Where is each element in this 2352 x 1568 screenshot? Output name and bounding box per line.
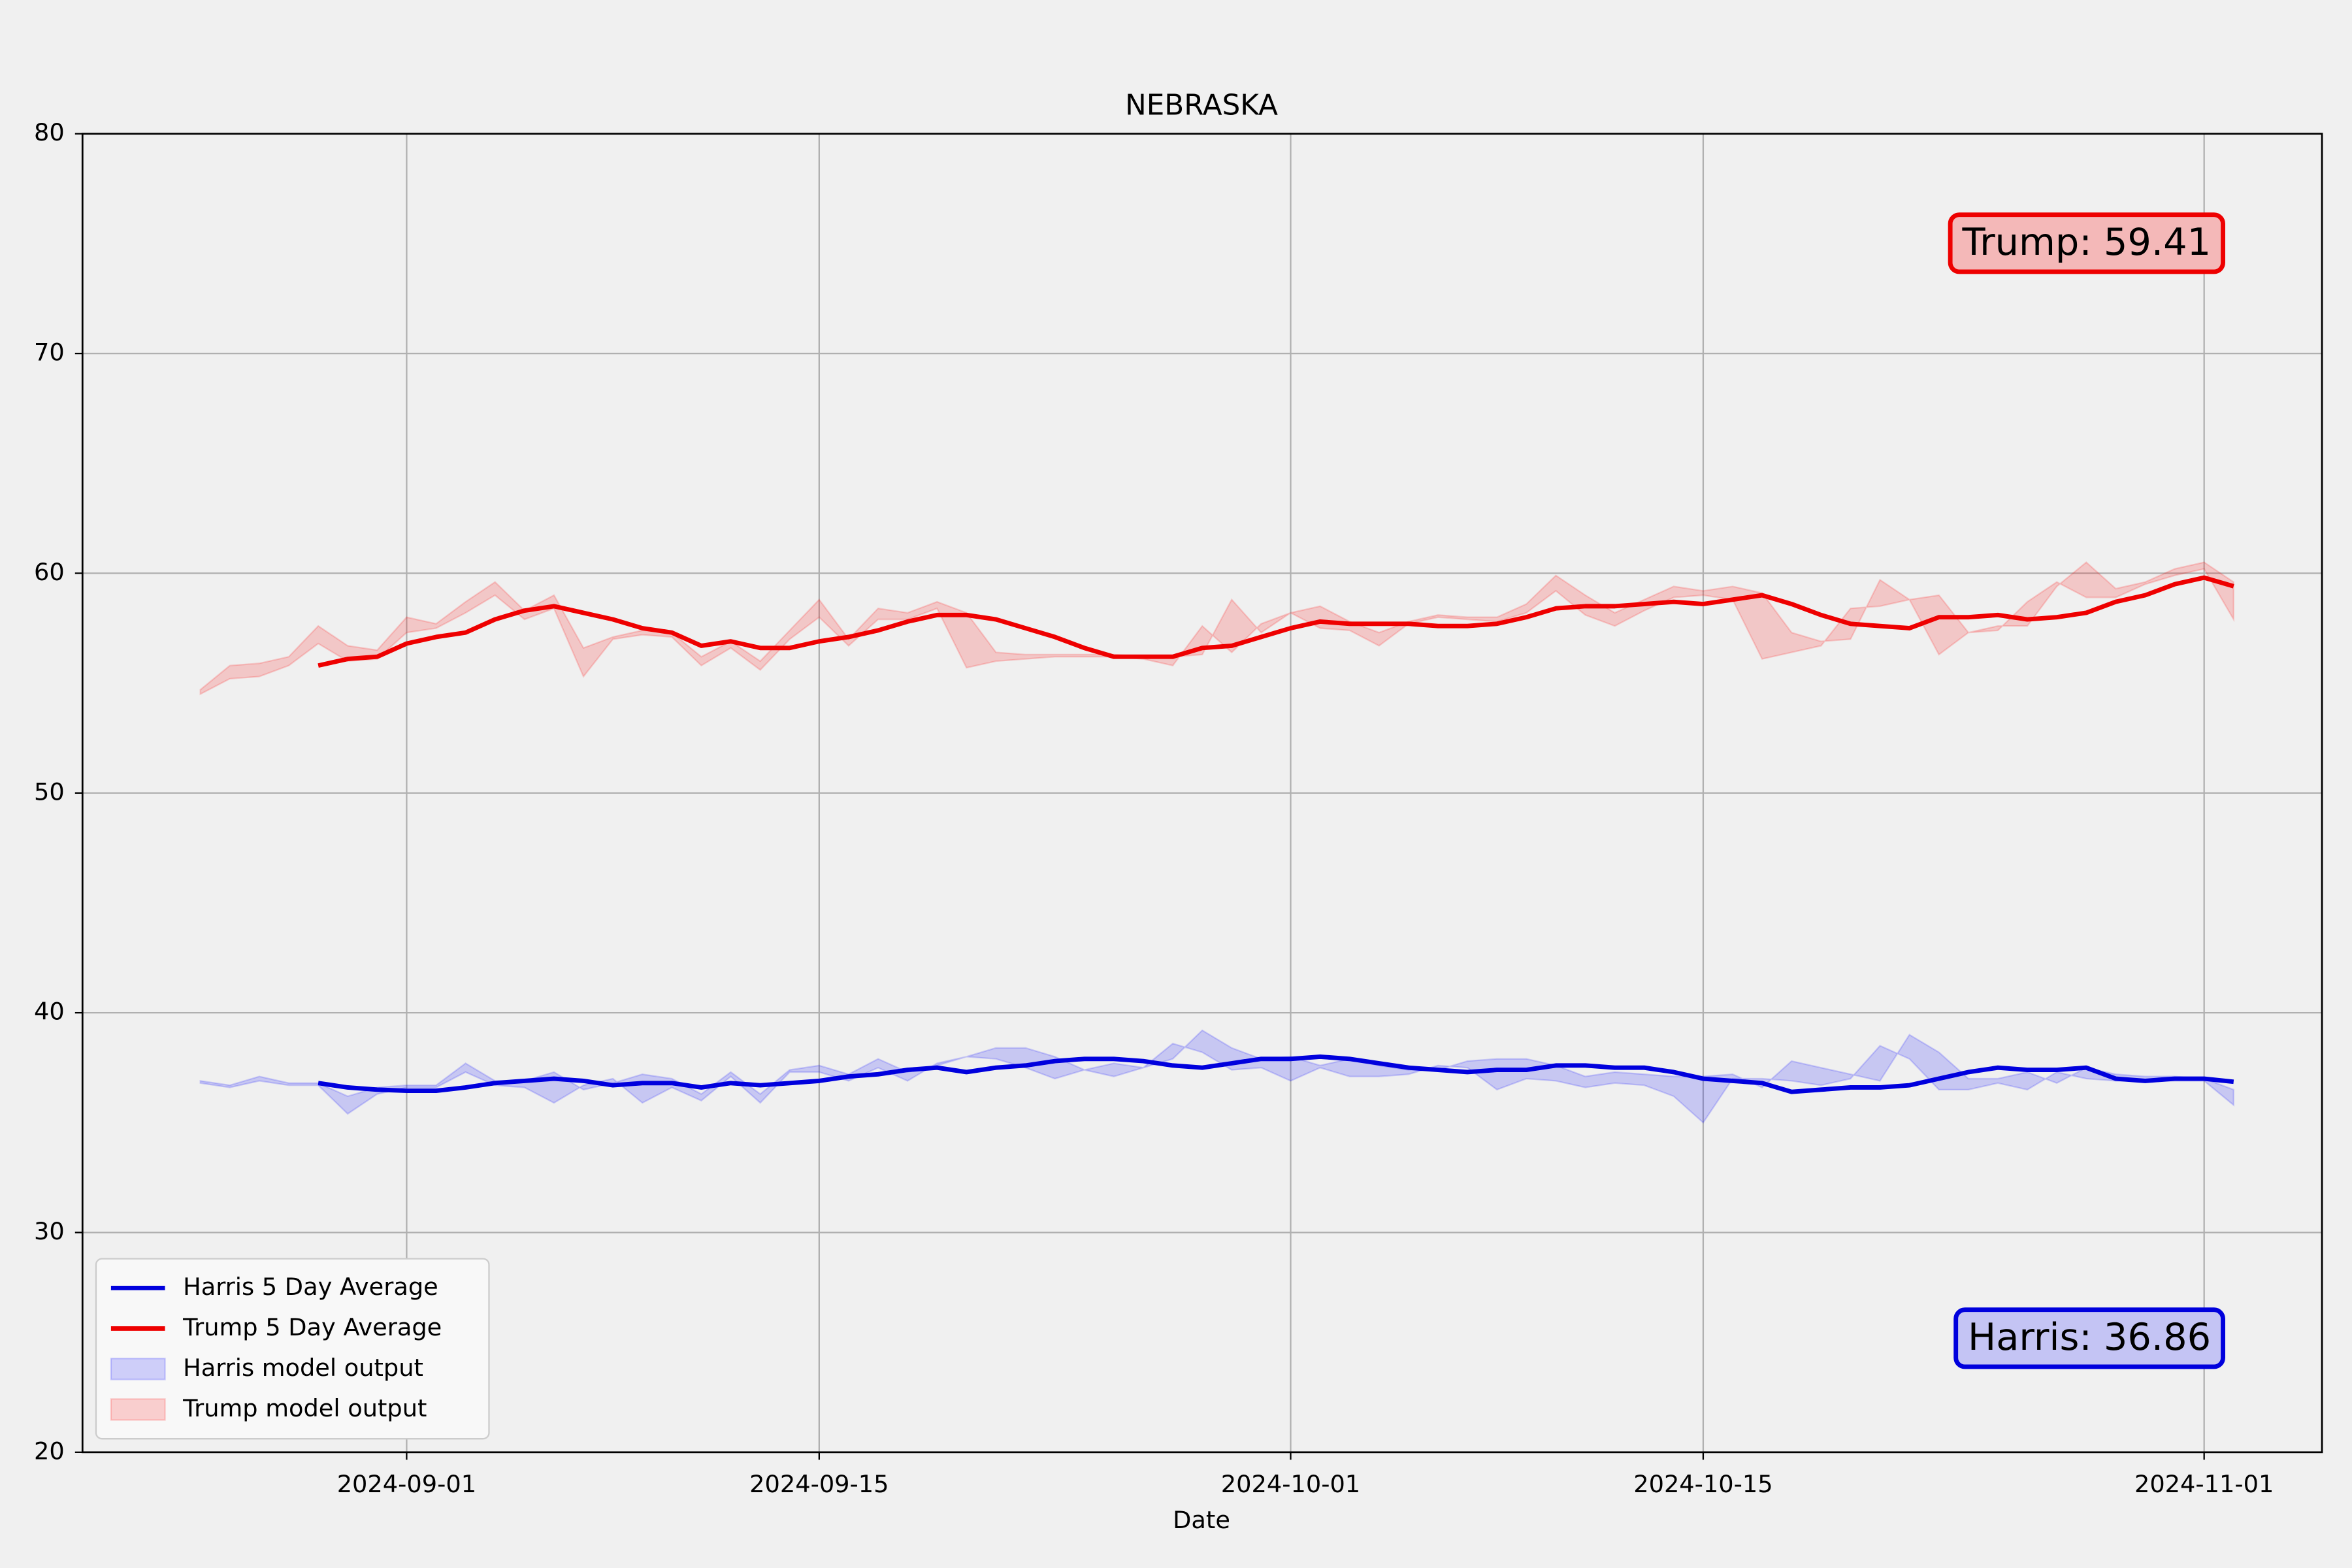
annotation-box (1948, 212, 2225, 274)
annotation: Harris: 36.86 (1953, 1307, 2225, 1369)
y-tick-label: 50 (34, 777, 65, 806)
y-tick-label: 30 (34, 1217, 65, 1245)
y-tick-label: 60 (34, 558, 65, 586)
x-tick-label: 2024-11-01 (2134, 1470, 2274, 1498)
average-line (318, 1054, 2234, 1094)
y-tick-label: 20 (34, 1437, 65, 1465)
legend-swatch (110, 1398, 166, 1421)
annotation-text: Harris: 36.86 (1968, 1315, 2211, 1359)
y-tick-label: 40 (34, 998, 65, 1026)
average-line (318, 575, 2234, 668)
legend-label: Harris model output (183, 1354, 423, 1382)
chart-title: NEBRASKA (1125, 89, 1278, 122)
x-tick-label: 2024-10-15 (1633, 1470, 1772, 1498)
legend-label: Harris 5 Day Average (183, 1273, 438, 1301)
annotation-text: Trump: 59.41 (1961, 220, 2211, 264)
legend-label: Trump model output (182, 1394, 427, 1422)
y-tick-label: 70 (34, 338, 65, 367)
legend-label: Trump 5 Day Average (182, 1313, 442, 1341)
legend-swatch (110, 1358, 166, 1380)
y-tick-label: 80 (34, 118, 65, 146)
legend-box (95, 1258, 490, 1440)
annotation-box (1953, 1307, 2225, 1369)
x-axis-label: Date (1173, 1506, 1230, 1534)
x-tick-label: 2024-09-01 (337, 1470, 476, 1498)
legend: Harris 5 Day Average Trump 5 Day Average H… (95, 1258, 490, 1440)
x-tick-label: 2024-10-01 (1221, 1470, 1360, 1498)
annotation: Trump: 59.41 (1948, 212, 2225, 274)
x-tick-label: 2024-09-15 (749, 1470, 889, 1498)
axes-frame (81, 133, 2323, 1454)
